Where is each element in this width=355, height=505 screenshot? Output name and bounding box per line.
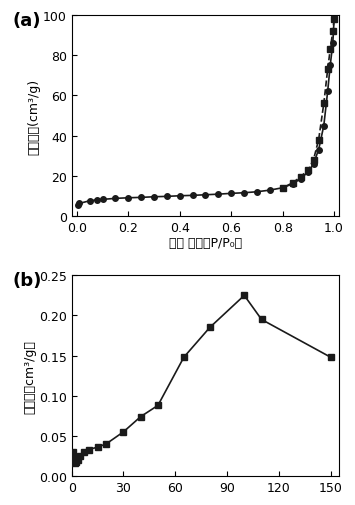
Text: (a): (a) [13, 12, 41, 30]
X-axis label: 相对 压力（P/P₀）: 相对 压力（P/P₀） [169, 237, 242, 250]
Y-axis label: 孔体积（cm³/g）: 孔体积（cm³/g） [23, 339, 36, 413]
Y-axis label: 吸附体积(cm³/g): 吸附体积(cm³/g) [27, 78, 40, 154]
Text: (b): (b) [13, 272, 42, 290]
